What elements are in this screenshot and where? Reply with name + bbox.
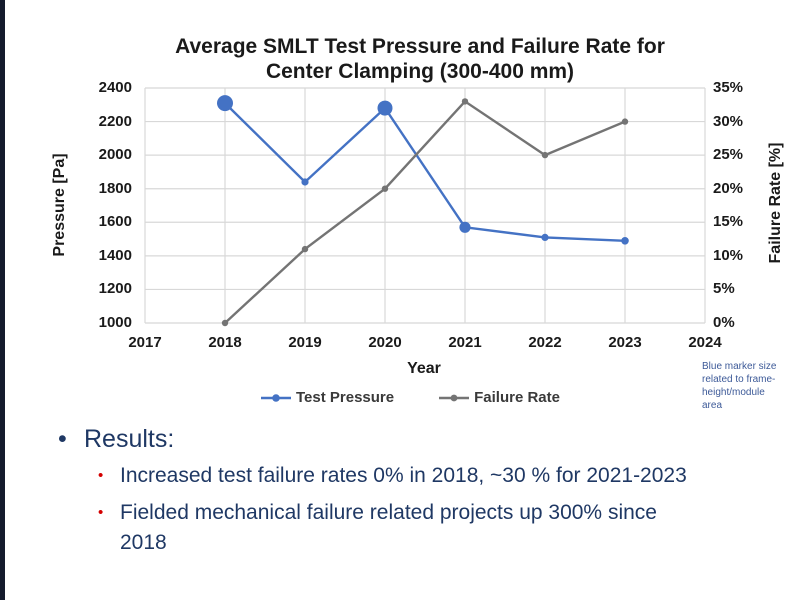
bullet-icon: • — [58, 425, 67, 453]
chart-title: Average SMLT Test Pressure and Failure R… — [80, 34, 760, 84]
y-left-tick-label: 1800 — [98, 179, 132, 197]
y-right-tick-label: 20% — [713, 179, 744, 197]
red-bullet-icon: • — [98, 504, 104, 521]
y-right-tick-label: 0% — [713, 314, 735, 331]
y-right-tick-label: 25% — [713, 146, 744, 164]
x-tick-label: 2023 — [608, 334, 642, 351]
y-right-tick-label: 30% — [713, 112, 744, 130]
y-left-tick-label: 2400 — [98, 79, 132, 96]
legend-label-failure-rate: Failure Rate — [474, 389, 560, 406]
x-tick-label: 2022 — [528, 334, 562, 351]
y-axis-label-failure-rate: Failure Rate [%] — [767, 142, 784, 264]
x-tick-label: 2024 — [688, 334, 722, 351]
y-axis-label-pressure: Pressure [Pa] — [51, 153, 68, 257]
plot-area — [144, 87, 706, 327]
legend: Test Pressure Failure Rate — [110, 389, 710, 406]
x-tick-label: 2019 — [288, 334, 322, 351]
marker-size-note: Blue marker size related to frame- heigh… — [702, 361, 777, 411]
result-item-text: Increased test failure rates 0% in 2018,… — [120, 464, 687, 487]
x-axis-title: Year — [407, 360, 441, 377]
results-section: • Results: • Increased test failure rate… — [0, 424, 790, 558]
y-right-tick-label: 35% — [713, 79, 744, 96]
y-left-tick-label: 1400 — [98, 246, 132, 264]
test-pressure-line-marker-icon — [261, 393, 291, 402]
y-right-tick-label: 5% — [713, 280, 735, 298]
legend-label-test-pressure: Test Pressure — [296, 389, 395, 406]
y-right-tick-label: 15% — [713, 213, 744, 231]
results-heading: Results: — [84, 425, 175, 453]
result-item-row: • Fielded mechanical failure related pro… — [0, 498, 790, 558]
failure-rate-line-marker-icon — [439, 394, 470, 401]
y-left-tick-label: 1600 — [98, 213, 132, 231]
x-tick-label: 2020 — [368, 334, 402, 351]
chart-title-line-2: Center Clamping (300-400 mm) — [265, 60, 575, 83]
x-tick-label: 2018 — [208, 334, 242, 351]
y-left-tick-label: 1200 — [98, 280, 132, 298]
y-left-tick-label: 2000 — [98, 146, 132, 164]
y-left-tick-label: 1000 — [98, 314, 132, 331]
y-right-tick-label: 10% — [713, 246, 744, 264]
red-bullet-icon: • — [98, 467, 104, 484]
legend-item-failure-rate: Failure Rate — [438, 389, 560, 406]
result-item-text: Fielded mechanical failure related proje… — [120, 501, 657, 554]
slide-left-border — [0, 0, 5, 600]
y-left-tick-label: 2200 — [98, 112, 132, 130]
chart-title-line-1: Average SMLT Test Pressure and Failure R… — [175, 35, 665, 58]
x-tick-label: 2021 — [448, 334, 482, 351]
legend-item-test-pressure: Test Pressure — [260, 389, 394, 406]
result-item-row: • Increased test failure rates 0% in 201… — [0, 461, 790, 491]
x-tick-label: 2017 — [128, 334, 162, 351]
results-heading-row: • Results: — [0, 424, 790, 454]
